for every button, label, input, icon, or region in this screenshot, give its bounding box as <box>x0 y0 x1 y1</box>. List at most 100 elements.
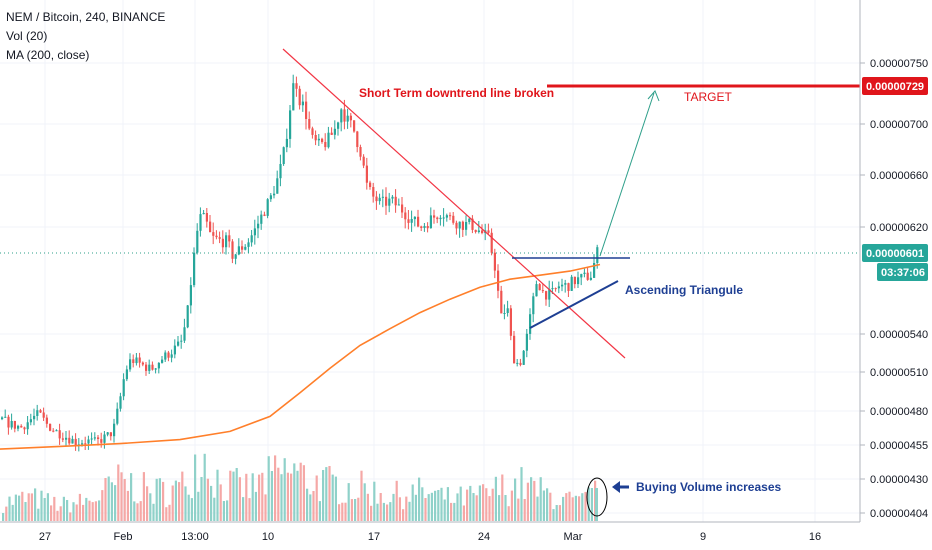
volume-bar <box>168 504 171 521</box>
volume-bar <box>248 498 251 521</box>
candle-body <box>39 410 42 413</box>
candle-body <box>490 232 493 253</box>
volume-bar <box>488 496 491 521</box>
candle-body <box>100 439 103 443</box>
candle-body <box>122 379 125 397</box>
volume-bar <box>40 490 43 521</box>
volume-bar <box>328 466 331 521</box>
y-tick-label: 0.00000750 <box>870 58 928 70</box>
x-tick-label: 24 <box>478 531 490 543</box>
volume-annotation: Buying Volume increases <box>636 480 781 494</box>
candle-body <box>375 196 378 202</box>
volume-bar <box>494 476 497 521</box>
candle-body <box>330 132 333 135</box>
volume-bar <box>501 474 504 521</box>
volume-bar <box>123 479 126 521</box>
volume-bar <box>62 496 65 521</box>
candle-body <box>138 357 141 363</box>
volume-bar <box>213 497 216 521</box>
volume-bar <box>510 490 513 521</box>
volume-bar <box>258 474 261 521</box>
candle-body <box>519 362 522 365</box>
y-tick-label: 0.00000540 <box>870 329 928 341</box>
volume-bar <box>142 472 145 521</box>
volume-bar <box>325 467 328 521</box>
x-tick-label: Mar <box>564 531 583 543</box>
candle-body <box>516 362 519 364</box>
volume-bar <box>382 502 385 521</box>
candle-body <box>388 198 391 206</box>
x-axis: 27 Feb 13:00 10 17 24 Mar 9 16 <box>39 531 821 543</box>
volume-bar <box>536 496 539 521</box>
candle-body <box>439 217 442 220</box>
candle-body <box>567 283 570 291</box>
candle-body <box>477 230 480 232</box>
volume-bar <box>98 500 101 521</box>
candle-body <box>362 156 365 166</box>
volume-bar <box>82 504 85 521</box>
candle-body <box>167 352 170 358</box>
candle-body <box>228 235 231 242</box>
candle-body <box>596 247 599 263</box>
y-tick-label: 0.00000404 <box>870 508 928 520</box>
volume-bar <box>146 486 149 521</box>
volume-bar <box>114 485 117 521</box>
candle-body <box>359 147 362 157</box>
volume-bar <box>139 501 142 521</box>
volume-bar <box>254 491 257 521</box>
candle-body <box>154 368 157 370</box>
candle-body <box>269 195 272 200</box>
volume-bar <box>363 483 366 521</box>
candle-body <box>141 362 144 365</box>
volume-bar <box>565 493 568 521</box>
volume-bar <box>59 506 62 521</box>
volume-bar <box>546 488 549 521</box>
volume-bar <box>595 488 598 521</box>
candle-body <box>445 215 448 218</box>
candle-body <box>372 187 375 197</box>
volume-bar <box>94 501 97 521</box>
candle-body <box>295 83 298 89</box>
x-tick-label: Feb <box>114 531 133 543</box>
volume-bar <box>165 507 168 521</box>
candle-body <box>394 196 397 206</box>
candle-body <box>586 272 589 280</box>
candle-body <box>87 439 90 444</box>
candle-body <box>423 226 426 228</box>
candle-body <box>218 237 221 239</box>
volume-bar <box>50 505 53 521</box>
breakout-arrow <box>599 92 655 257</box>
candle-body <box>282 147 285 164</box>
volume-bar <box>552 509 555 521</box>
volume-bar <box>504 495 507 521</box>
candle-body <box>570 276 573 291</box>
candle-body <box>193 252 196 286</box>
candle-body <box>340 109 343 123</box>
volume-bar <box>357 497 360 521</box>
volume-bar <box>338 504 341 521</box>
volume-bar <box>389 502 392 521</box>
countdown-tag: 03:37:06 <box>877 263 928 281</box>
candle-body <box>173 345 176 355</box>
candle-body <box>487 230 490 233</box>
volume-bar <box>280 474 283 521</box>
candle-body <box>164 352 167 360</box>
candle-body <box>577 277 580 285</box>
y-tick-label: 0.00000480 <box>870 406 928 418</box>
candle-body <box>186 305 189 328</box>
candle-body <box>589 277 592 280</box>
volume-bar <box>466 489 469 521</box>
candle-body <box>314 135 317 141</box>
candle-body <box>538 284 541 291</box>
candle-body <box>327 132 330 148</box>
candle-body <box>189 285 192 306</box>
volume-bars <box>2 453 598 521</box>
candle-body <box>305 101 308 119</box>
volume-bar <box>216 469 219 521</box>
triangle-annotation: Ascending Triangule <box>625 283 743 297</box>
candle-body <box>481 230 484 233</box>
volume-bar <box>286 472 289 521</box>
volume-bar <box>456 493 459 521</box>
volume-bar <box>149 493 152 521</box>
